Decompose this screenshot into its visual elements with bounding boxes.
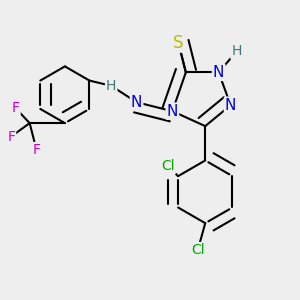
Text: N: N: [225, 98, 236, 113]
Text: F: F: [7, 130, 15, 144]
Text: H: H: [231, 44, 242, 58]
Text: F: F: [32, 143, 40, 157]
Text: H: H: [106, 79, 116, 93]
Text: N: N: [213, 65, 224, 80]
Text: N: N: [131, 95, 142, 110]
Text: N: N: [167, 104, 178, 119]
Text: S: S: [173, 34, 184, 52]
Text: F: F: [12, 101, 20, 115]
Text: Cl: Cl: [191, 243, 205, 257]
Text: Cl: Cl: [161, 159, 175, 173]
